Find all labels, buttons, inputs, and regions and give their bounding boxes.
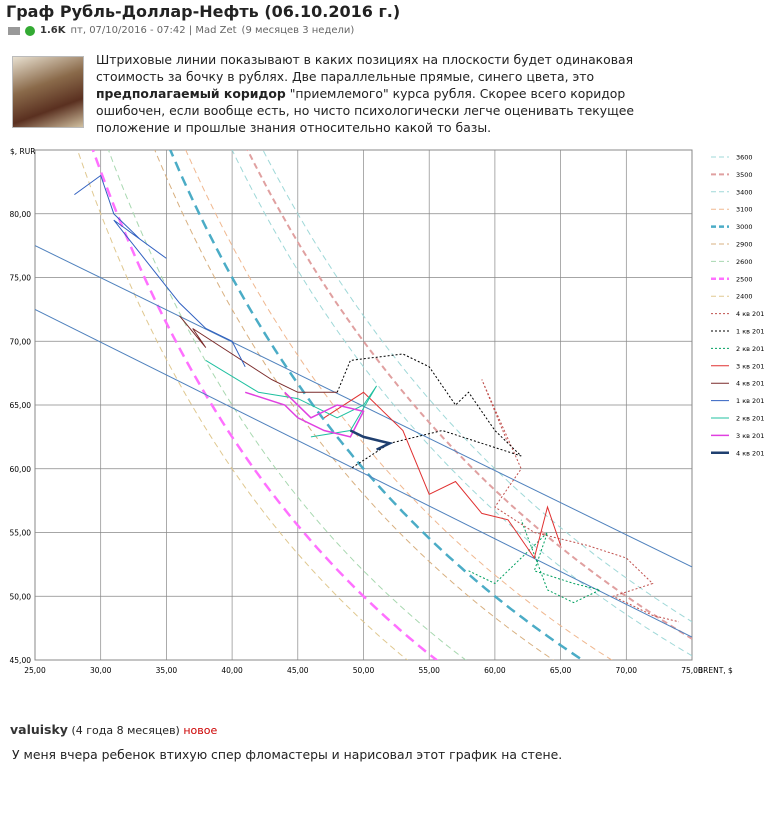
post-body: Штриховые линии показывают в каких позиц…	[96, 51, 676, 136]
x-tick-label: 70,00	[616, 666, 638, 675]
y-tick-label: 50,00	[10, 592, 32, 601]
icon	[8, 26, 20, 35]
legend-label: 3 кв 2016	[736, 432, 764, 440]
x-tick-label: 30,00	[90, 666, 112, 675]
avatar[interactable]	[12, 56, 84, 128]
plot-lines	[35, 150, 692, 660]
text: Штриховые линии показывают в каких позиц…	[96, 52, 634, 84]
x-tick-label: 75,00	[681, 666, 703, 675]
data-line	[205, 359, 378, 438]
data-line	[323, 391, 562, 560]
x-tick-label: 65,00	[550, 666, 572, 675]
y-tick-label: 45,00	[10, 656, 32, 665]
x-axis-label: BRENT, $	[698, 666, 733, 675]
legend-label: 2500	[736, 275, 753, 283]
legend-label: 4 кв 2016	[736, 449, 764, 457]
y-tick-label: 80,00	[10, 210, 32, 219]
iso-line	[262, 150, 692, 623]
legend-label: 2 кв 2016	[736, 415, 764, 423]
iso-line	[91, 150, 439, 660]
iso-line	[185, 150, 613, 660]
legend-label: 3600	[736, 154, 753, 162]
x-tick-label: 35,00	[156, 666, 178, 675]
legend-label: 3500	[736, 171, 753, 179]
x-tick-label: 40,00	[221, 666, 243, 675]
legend-label: 3400	[736, 188, 753, 196]
new-badge: новое	[183, 724, 218, 737]
data-line	[481, 379, 680, 623]
date-author: пт, 07/10/2016 - 07:42 | Mad Zet	[70, 25, 237, 36]
text: "приемлемого" курса рубля. Скорее всего …	[96, 86, 635, 135]
bold-text: предполагаемый коридор	[96, 86, 286, 101]
comment-age: (4 года 8 месяцев)	[71, 724, 180, 737]
legend-label: 2900	[736, 241, 753, 249]
iso-line	[76, 150, 409, 660]
legend-label: 2600	[736, 258, 753, 266]
legend-label: 2 кв 2015	[736, 345, 764, 353]
comment-user[interactable]: valuisky	[10, 722, 68, 737]
legend-label: 3100	[736, 206, 753, 214]
icon	[25, 25, 35, 36]
legend-label: 4 кв 2015	[736, 380, 764, 388]
y-tick-label: 70,00	[10, 337, 32, 346]
x-tick-label: 25,00	[24, 666, 46, 675]
iso-line	[168, 150, 585, 660]
data-line	[336, 353, 522, 470]
y-tick-label: 75,00	[10, 274, 32, 283]
views: 1.6K	[40, 25, 66, 36]
legend-label: 1 кв 2015	[736, 328, 764, 336]
y-axis-label: $, RUR	[10, 147, 35, 156]
legend-label: 3000	[736, 223, 753, 231]
legend-label: 3 кв 2015	[736, 362, 764, 370]
y-tick-label: 60,00	[10, 465, 32, 474]
x-tick-label: 45,00	[287, 666, 309, 675]
legend-label: 1 кв 2016	[736, 397, 764, 405]
x-tick-label: 55,00	[418, 666, 440, 675]
data-line	[179, 315, 338, 393]
x-tick-label: 50,00	[353, 666, 375, 675]
y-tick-label: 65,00	[10, 401, 32, 410]
corridor-line	[35, 308, 692, 638]
iso-line	[231, 150, 692, 657]
post-title[interactable]: Граф Рубль-Доллар-Нефть (06.10.2016 г.)	[6, 2, 401, 21]
y-tick-label: 55,00	[10, 529, 32, 538]
age: (9 месяцев 3 недели)	[241, 25, 355, 36]
chart: 25,00 30,00 35,00 40,00 45,00 50,00 55,00 60,00…	[10, 147, 764, 675]
legend-label: 2400	[736, 293, 753, 301]
post-meta: 1.6K пт, 07/10/2016 - 07:42 | Mad Zet (9…	[8, 25, 354, 36]
data-line	[244, 391, 365, 438]
corridor-line	[35, 245, 692, 568]
data-line	[74, 174, 246, 368]
comment-header: valuisky (4 года 8 месяцев) новое	[10, 722, 217, 737]
x-tick-label: 60,00	[484, 666, 506, 675]
comment-text: У меня вчера ребенок втихую спер фломаст…	[12, 747, 563, 762]
data-line	[349, 429, 394, 451]
iso-line	[246, 150, 692, 640]
